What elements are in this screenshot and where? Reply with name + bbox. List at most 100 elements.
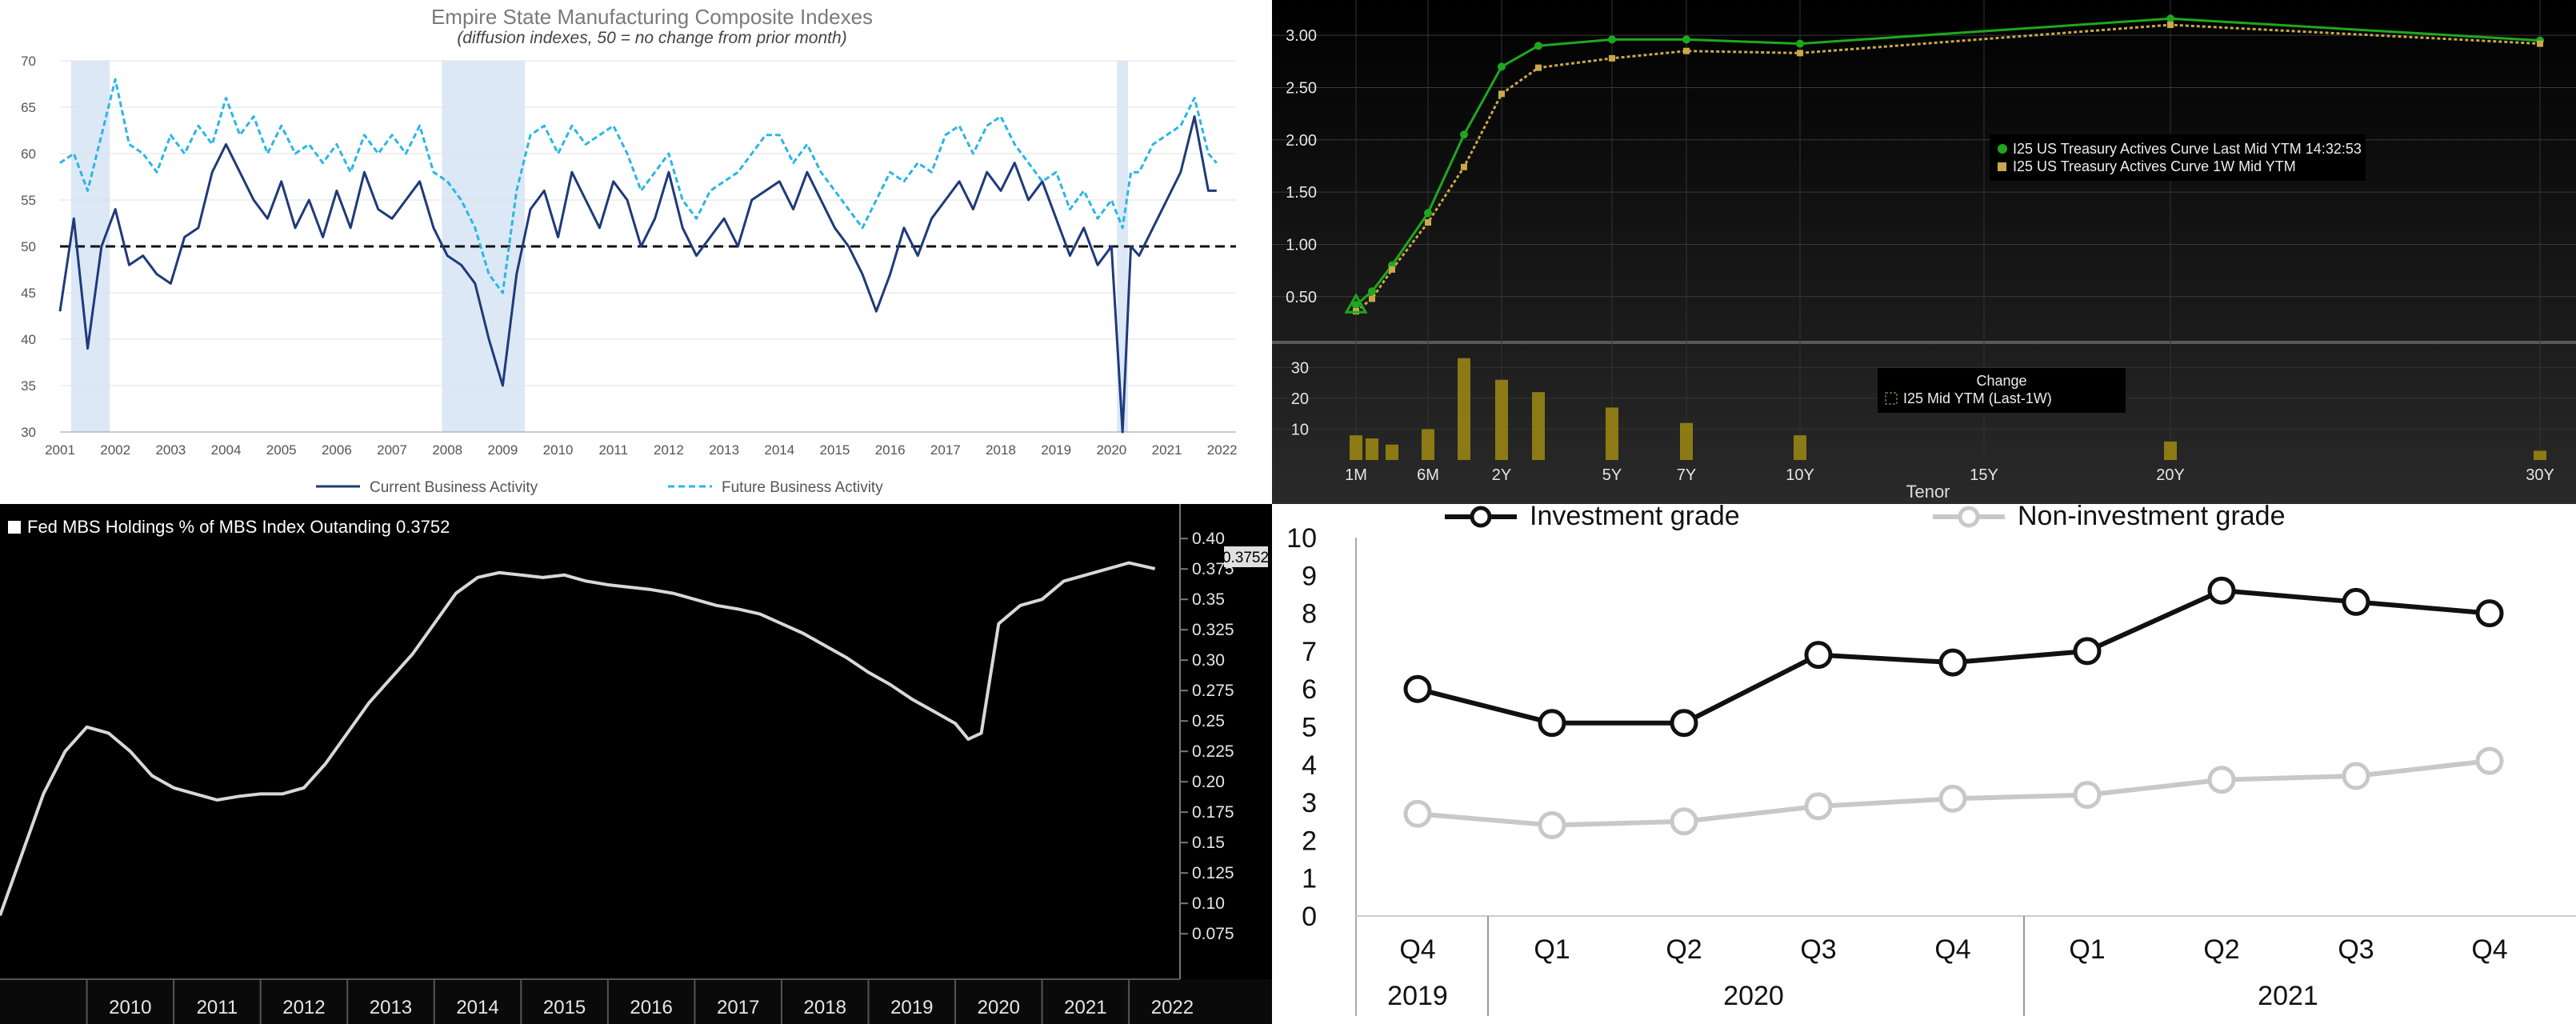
- legend-label-1w: I25 US Treasury Actives Curve 1W Mid YTM: [2013, 158, 2296, 174]
- change-bar: [1350, 435, 1362, 460]
- series-point-1: [2342, 762, 2370, 790]
- x-tick-label: 2017: [930, 442, 961, 458]
- investment-grade-panel: Investment grade Non-investment grade 10…: [1272, 504, 2576, 1024]
- y-tick-label: 50: [21, 239, 36, 254]
- x-tick-label: 2011: [197, 997, 238, 1018]
- legend-label-nig: Non-investment grade: [2018, 504, 2286, 531]
- x-tick-label: 7Y: [1677, 466, 1696, 484]
- treasury-curve-chart: 3.00 2.50 2.00 1.50 1.00 0.50 30 20 10 1M 6M 2Y 5Y…: [1272, 0, 2576, 504]
- change-bar: [1606, 407, 1618, 460]
- y-tick-label: 35: [21, 378, 36, 394]
- year-label: 2019: [1387, 981, 1448, 1011]
- series-point-0: [1804, 641, 1833, 670]
- series-point-0: [2073, 637, 2102, 666]
- y-tick-label: 0.20: [1192, 773, 1225, 791]
- year-label: 2021: [2258, 981, 2318, 1011]
- y-tick-label: 0.10: [1192, 894, 1225, 913]
- x-tick-label: 2010: [543, 442, 574, 458]
- x-tick-label: Q1: [1534, 934, 1570, 965]
- x-tick-label: 2017: [717, 997, 759, 1018]
- x-tick-label: 2021: [1064, 997, 1106, 1018]
- curve-line-0: [1355, 17, 2541, 306]
- series-point-1: [2207, 766, 2236, 794]
- x-tick-label: 2015: [820, 442, 850, 458]
- x-tick-label: Q3: [1800, 934, 1836, 965]
- x-tick-label: 2019: [1041, 442, 1071, 458]
- legend-marker-ig: [1470, 506, 1492, 528]
- x-tick-label: 2020: [1096, 442, 1126, 458]
- change-bar: [1458, 358, 1470, 460]
- y-tick-label: 2.00: [1286, 132, 1317, 150]
- x-tick-label: 2019: [890, 997, 933, 1018]
- curve-point: [1498, 90, 1505, 98]
- x-tick-label: 2008: [432, 442, 462, 458]
- x-tick-label: 1M: [1345, 466, 1367, 484]
- change-legend-label: I25 Mid YTM (Last-1W): [1903, 390, 2052, 406]
- series-point-1: [2073, 781, 2102, 810]
- x-tick-label: 2016: [630, 997, 672, 1018]
- curve-point: [1461, 163, 1467, 170]
- change-bar: [1680, 422, 1693, 460]
- curve-point: [1683, 47, 1690, 54]
- legend-marker-1w: [1998, 162, 2006, 171]
- chart-title: Fed MBS Holdings % of MBS Index Outandin…: [27, 517, 450, 537]
- x-tick-label: 2020: [978, 997, 1020, 1018]
- y-tick-label: 7: [1302, 637, 1317, 667]
- change-bar: [1532, 392, 1545, 460]
- curve-point: [1460, 130, 1468, 139]
- x-tick-label: 15Y: [1970, 466, 1998, 484]
- x-tick-label: 30Y: [2526, 466, 2554, 484]
- curve-point: [1368, 287, 1376, 296]
- x-tick-label: 2013: [709, 442, 739, 458]
- x-tick-label: Q4: [1934, 934, 1970, 965]
- curve-point: [2537, 40, 2543, 47]
- change-bar: [1495, 379, 1508, 460]
- y-tick-label: 8: [1302, 599, 1317, 630]
- series-point-1: [1538, 810, 1566, 839]
- series-point-0: [2207, 576, 2236, 605]
- y-tick-label: 2.50: [1286, 79, 1317, 97]
- curve-point: [1682, 35, 1690, 44]
- change-bar: [1366, 438, 1378, 460]
- y-tick-label: 55: [21, 193, 36, 208]
- x-tick-label: 2012: [654, 442, 684, 458]
- x-tick-label: 2001: [45, 442, 75, 458]
- curve-point: [1424, 209, 1432, 218]
- legend-box: [1990, 134, 2366, 181]
- y-tick-label: 70: [21, 54, 36, 69]
- x-tick-label: 2018: [986, 442, 1016, 458]
- x-tick-label: 20Y: [2156, 466, 2185, 484]
- y-tick-label: 0.225: [1192, 742, 1234, 761]
- x-tick-label: 6M: [1417, 466, 1439, 484]
- x-tick-label: 2016: [875, 442, 906, 458]
- series-point-1: [1670, 807, 1698, 836]
- curve-point: [1797, 50, 1803, 57]
- legend-label-current: Current Business Activity: [370, 479, 538, 496]
- last-value-box: [1224, 546, 1268, 567]
- legend-label-ig: Investment grade: [1530, 504, 1740, 531]
- empire-state-chart: Empire State Manufacturing Composite Ind…: [21, 5, 1238, 496]
- series-point-0: [1670, 709, 1698, 738]
- x-tick-label: Q4: [1399, 934, 1435, 965]
- x-tick-label: 2002: [100, 442, 130, 458]
- y-tick-label: 0.25: [1192, 712, 1225, 730]
- y-tick-label: 65: [21, 100, 36, 115]
- x-tick-label: 2010: [109, 997, 151, 1018]
- x-tick-label: 2013: [370, 997, 412, 1018]
- curve-line-1: [1355, 23, 2541, 313]
- y-tick-label: 0.175: [1192, 803, 1234, 822]
- chart-title: Empire State Manufacturing Composite Ind…: [431, 5, 873, 29]
- x-tick-label: 10Y: [1786, 466, 1814, 484]
- y-tick-label: 0.375: [1192, 560, 1234, 578]
- y-tick-label: 9: [1302, 561, 1317, 591]
- bar-y-tick-label: 10: [1291, 421, 1309, 438]
- fed-mbs-panel: Fed MBS Holdings % of MBS Index Outandin…: [0, 504, 1272, 1024]
- y-tick-label: 60: [21, 146, 36, 162]
- series-point-1: [1938, 784, 1967, 813]
- x-tick-label: 2015: [543, 997, 586, 1018]
- x-tick-label: 2022: [1207, 442, 1238, 458]
- y-tick-label: 1.00: [1286, 236, 1317, 254]
- y-tick-label: 2: [1302, 826, 1317, 856]
- x-tick-label: 2022: [1151, 997, 1194, 1018]
- y-tick-label: 5: [1302, 713, 1317, 743]
